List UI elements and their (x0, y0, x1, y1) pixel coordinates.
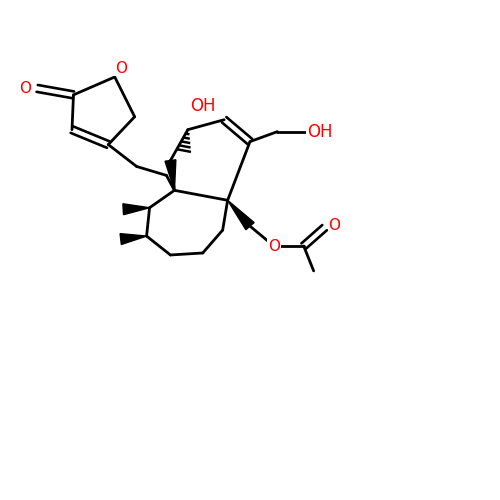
Text: O: O (268, 238, 280, 254)
Text: OH: OH (190, 97, 216, 115)
Polygon shape (165, 160, 176, 190)
Polygon shape (120, 234, 146, 244)
Polygon shape (123, 204, 150, 214)
Text: O: O (328, 218, 340, 233)
Text: O: O (19, 81, 31, 96)
Text: O: O (114, 60, 126, 76)
Polygon shape (228, 200, 254, 230)
Text: OH: OH (307, 122, 332, 140)
